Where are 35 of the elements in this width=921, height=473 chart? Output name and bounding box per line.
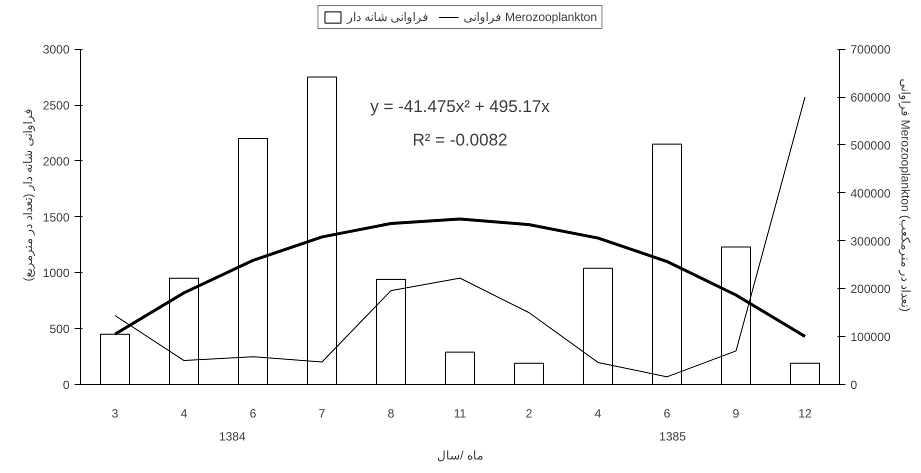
x-axis-title: ماه /سال xyxy=(437,448,483,462)
x-tick-label: 8 xyxy=(388,406,395,420)
text: 1384 xyxy=(218,430,246,444)
y-tick-label: 3000 xyxy=(42,42,70,57)
y2-axis-title: فراوانی Merozooplankton (تعداد در مترمکعب) xyxy=(898,78,913,312)
y-tick-label: 2000 xyxy=(42,154,70,168)
y-tick-label: 0 xyxy=(62,378,70,392)
y-tick-label: 1000 xyxy=(42,266,70,280)
y2-tick-label: 200000 xyxy=(850,282,891,296)
x-tick-label: 6 xyxy=(250,406,257,420)
x-tick-label: 6 xyxy=(664,406,671,420)
y-tick-label: 1500 xyxy=(42,210,70,224)
x-tick-label: 7 xyxy=(318,406,326,420)
x-tick-label: 2 xyxy=(526,406,533,420)
text: 1385 xyxy=(659,430,686,444)
legend-label: فراوانی Merozooplankton xyxy=(464,10,598,24)
x-tick-label: 3 xyxy=(112,406,119,420)
x-tick-label: 4 xyxy=(180,406,188,420)
x-tick-label: 9 xyxy=(732,406,740,420)
y-tick-label: 2500 xyxy=(42,98,70,112)
y-tick-label: 500 xyxy=(49,322,70,336)
y-axis-title: فراوانی شانه دار (تعداد در مترمربع) xyxy=(20,108,35,282)
y2-tick-label: 500000 xyxy=(850,138,891,152)
x-tick-label: 12 xyxy=(798,406,812,420)
y2-tick-label: 600000 xyxy=(850,90,891,105)
y2-tick-label: 300000 xyxy=(850,234,891,248)
x-tick-label: 4 xyxy=(594,406,602,420)
y2-tick-label: 700000 xyxy=(850,42,891,57)
y2-tick-label: 100000 xyxy=(850,330,891,344)
y2-tick-label: 0 xyxy=(850,378,858,392)
x-tick-label: 11 xyxy=(454,406,467,420)
y2-tick-label: 400000 xyxy=(850,186,891,200)
legend-label: فراوانی شانه دار xyxy=(346,10,429,24)
annotation: R² = -0.0082 xyxy=(412,130,508,150)
annotation: y = -41.475x² + 495.17x xyxy=(370,97,550,116)
